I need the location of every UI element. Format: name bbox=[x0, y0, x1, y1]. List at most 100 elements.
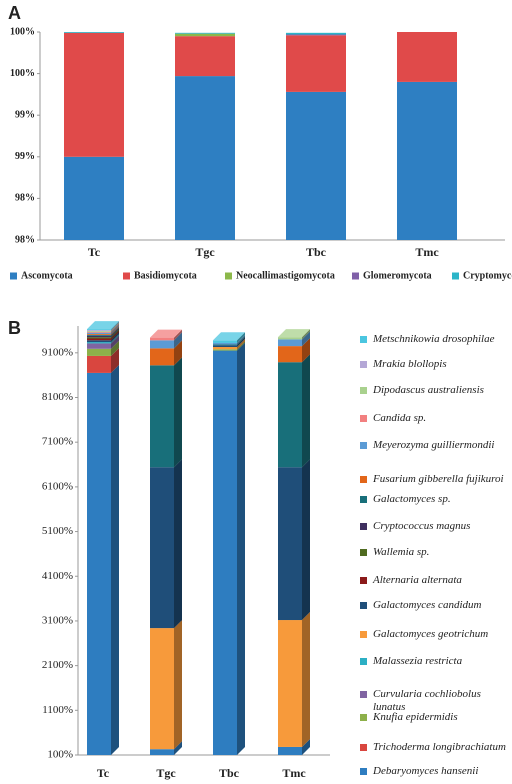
bar-segment bbox=[278, 459, 310, 621]
segment-face bbox=[175, 36, 235, 77]
segment-side bbox=[174, 741, 182, 755]
segment-side bbox=[237, 332, 245, 343]
legend-marker bbox=[360, 577, 367, 584]
bar-segment bbox=[213, 334, 245, 345]
segment-face bbox=[175, 33, 235, 37]
bar-segment bbox=[278, 354, 310, 468]
bar-segment bbox=[213, 332, 245, 343]
segment-face bbox=[213, 340, 237, 343]
bar-segment bbox=[278, 738, 310, 755]
bar-segment bbox=[397, 81, 457, 240]
segment-face bbox=[150, 365, 174, 468]
segment-side bbox=[302, 331, 310, 347]
bar-top bbox=[87, 321, 119, 330]
legend-marker bbox=[360, 387, 367, 394]
bar-segment bbox=[87, 332, 119, 343]
segment-face bbox=[213, 345, 237, 348]
segment-face bbox=[87, 355, 111, 373]
segment-face bbox=[175, 76, 235, 240]
segment-side bbox=[302, 354, 310, 468]
segment-face bbox=[278, 362, 302, 468]
segment-face bbox=[87, 372, 111, 755]
segment-face bbox=[397, 32, 457, 82]
segment-face bbox=[213, 347, 237, 350]
bar-segment bbox=[397, 32, 457, 82]
y-tick-label: 100% bbox=[10, 26, 35, 37]
legend-label: Cryptococcus magnus bbox=[373, 520, 471, 532]
bar-segment bbox=[150, 357, 182, 468]
legend-marker bbox=[360, 476, 367, 483]
segment-face bbox=[213, 349, 237, 351]
segment-face bbox=[64, 156, 124, 240]
y-tick-label: 100% bbox=[10, 68, 35, 79]
x-tick-label: Tc bbox=[88, 245, 101, 259]
x-tick-label: Tbc bbox=[306, 245, 327, 259]
segment-side bbox=[237, 341, 245, 351]
segment-face bbox=[150, 340, 174, 349]
bar-segment bbox=[150, 329, 182, 341]
x-tick-label: Tgc bbox=[195, 245, 215, 259]
bar-segment bbox=[175, 36, 235, 77]
segment-side bbox=[237, 342, 245, 755]
bar-segment bbox=[87, 322, 119, 332]
bar-segment bbox=[213, 337, 245, 348]
panel-label: A bbox=[8, 3, 21, 23]
bar-segment bbox=[286, 35, 346, 92]
segment-face bbox=[278, 337, 302, 340]
y-tick-label: 98% bbox=[15, 193, 35, 204]
panel-label: B bbox=[8, 318, 21, 338]
legend-label: Candida sp. bbox=[373, 412, 427, 424]
segment-face bbox=[150, 348, 174, 366]
segment-side bbox=[237, 339, 245, 350]
y-tick-label: 99% bbox=[15, 109, 35, 120]
segment-side bbox=[111, 322, 119, 331]
segment-side bbox=[302, 612, 310, 747]
y-tick-label: 98% bbox=[15, 234, 35, 245]
segment-side bbox=[302, 329, 310, 340]
legend-label: Mrakia blollopis bbox=[373, 358, 447, 370]
bar-segment bbox=[150, 620, 182, 750]
legend-label: Ascomycota bbox=[21, 270, 73, 281]
segment-side bbox=[111, 347, 119, 373]
segment-face bbox=[150, 628, 174, 750]
segment-face bbox=[213, 342, 237, 345]
segment-side bbox=[111, 321, 119, 331]
segment-face bbox=[150, 467, 174, 629]
segment-face bbox=[278, 620, 302, 747]
segment-side bbox=[174, 329, 182, 341]
y-tick-label: 7100% bbox=[42, 436, 73, 448]
segment-face bbox=[87, 331, 111, 333]
segment-face bbox=[87, 329, 111, 331]
bar-segment bbox=[286, 32, 346, 35]
bar-segment bbox=[286, 91, 346, 241]
bar-segment bbox=[213, 339, 245, 350]
legend-label: Wallemia sp. bbox=[373, 546, 430, 558]
legend-marker bbox=[360, 442, 367, 449]
bar-segment bbox=[87, 334, 119, 344]
bar-segment bbox=[87, 340, 119, 356]
bar-top bbox=[278, 329, 310, 338]
legend-marker bbox=[352, 272, 359, 280]
legend-label: Basidiomycota bbox=[134, 270, 197, 281]
x-tick-label: Tgc bbox=[156, 766, 176, 780]
segment-side bbox=[302, 459, 310, 621]
segment-face bbox=[87, 335, 111, 338]
bar-segment bbox=[175, 33, 235, 37]
bar-segment bbox=[87, 364, 119, 755]
y-tick-label: 6100% bbox=[42, 480, 73, 492]
segment-face bbox=[286, 32, 346, 35]
segment-side bbox=[111, 330, 119, 341]
segment-face bbox=[87, 342, 111, 344]
legend-marker bbox=[360, 602, 367, 609]
segment-side bbox=[111, 332, 119, 343]
legend-marker bbox=[360, 744, 367, 751]
segment-side bbox=[174, 459, 182, 629]
segment-face bbox=[87, 334, 111, 335]
legend-marker bbox=[360, 691, 367, 698]
segment-side bbox=[111, 326, 119, 335]
bar-segment bbox=[278, 612, 310, 747]
bar-top bbox=[213, 332, 245, 341]
legend-label: Meyerozyma guilliermondii bbox=[373, 439, 495, 451]
legend-label: Dipodascus australiensis bbox=[373, 384, 484, 396]
